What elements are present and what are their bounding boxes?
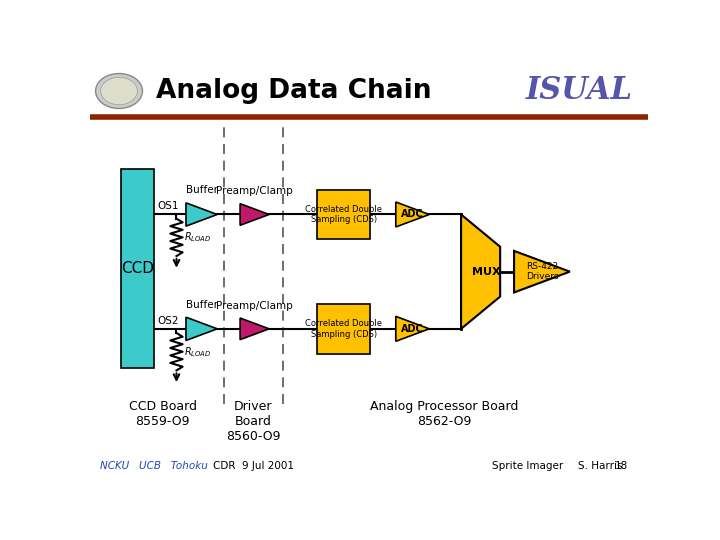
Circle shape: [101, 77, 138, 105]
Text: $R_{LOAD}$: $R_{LOAD}$: [184, 345, 211, 359]
Text: Analog Data Chain: Analog Data Chain: [156, 78, 431, 104]
Text: RS-422
Drivers: RS-422 Drivers: [526, 262, 558, 281]
Text: Sprite Imager: Sprite Imager: [492, 461, 563, 471]
Text: ISUAL: ISUAL: [526, 76, 632, 106]
Polygon shape: [461, 214, 500, 329]
Text: CCD Board
8559-O9: CCD Board 8559-O9: [129, 400, 197, 428]
Polygon shape: [396, 202, 429, 227]
Text: Correlated Double
Sampling (CDS): Correlated Double Sampling (CDS): [305, 319, 382, 339]
Polygon shape: [240, 204, 269, 225]
Text: S. Harris: S. Harris: [578, 461, 623, 471]
Text: Correlated Double
Sampling (CDS): Correlated Double Sampling (CDS): [305, 205, 382, 224]
Text: Driver
Board
8560-O9: Driver Board 8560-O9: [226, 400, 281, 442]
Text: Preamp/Clamp: Preamp/Clamp: [216, 301, 293, 310]
Text: Analog Processor Board
8562-O9: Analog Processor Board 8562-O9: [370, 400, 518, 428]
Text: CDR  9 Jul 2001: CDR 9 Jul 2001: [213, 461, 294, 471]
Polygon shape: [514, 251, 570, 293]
Bar: [121, 168, 154, 368]
Text: ADC: ADC: [401, 324, 424, 334]
Polygon shape: [186, 317, 217, 341]
Polygon shape: [396, 316, 429, 341]
Text: Preamp/Clamp: Preamp/Clamp: [216, 186, 293, 196]
Text: 18: 18: [615, 461, 629, 471]
Polygon shape: [240, 318, 269, 340]
Text: NCKU   UCB   Tohoku: NCKU UCB Tohoku: [100, 461, 208, 471]
Circle shape: [96, 73, 143, 109]
Bar: [318, 190, 370, 239]
Text: Buffer: Buffer: [186, 300, 217, 310]
Text: MUX: MUX: [472, 267, 500, 276]
Bar: [90, 65, 648, 117]
Text: OS1: OS1: [157, 201, 179, 211]
Text: ADC: ADC: [401, 210, 424, 219]
Text: Buffer: Buffer: [186, 185, 217, 195]
Text: OS2: OS2: [157, 315, 179, 326]
Polygon shape: [186, 203, 217, 226]
Text: $R_{LOAD}$: $R_{LOAD}$: [184, 231, 211, 244]
Text: CCD: CCD: [121, 261, 154, 276]
Bar: [318, 304, 370, 354]
